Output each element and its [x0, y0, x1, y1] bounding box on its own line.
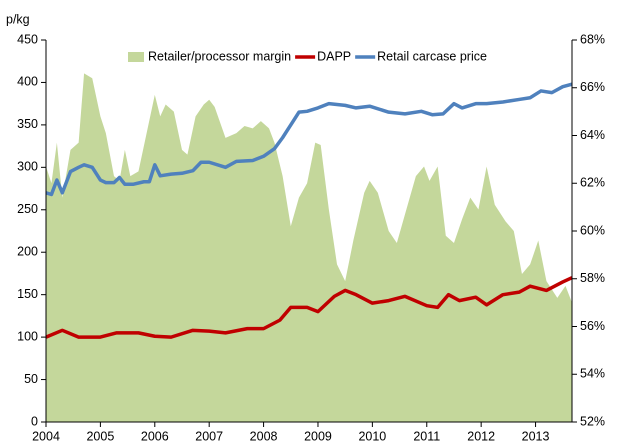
x-tick-label: 2007: [195, 429, 223, 443]
y2-tick-label: 64%: [580, 128, 605, 142]
y2-tick-label: 62%: [580, 176, 605, 190]
y-tick-label: 50: [24, 372, 38, 386]
x-tick-label: 2013: [522, 429, 550, 443]
y2-tick-label: 54%: [580, 367, 605, 381]
margin-area: [46, 73, 572, 423]
x-tick-label: 2009: [304, 429, 332, 443]
x-tick-label: 2004: [32, 429, 60, 443]
x-tick-label: 2012: [467, 429, 495, 443]
series-line: [45, 82, 573, 197]
x-tick-label: 2010: [358, 429, 386, 443]
y2-tick-label: 60%: [580, 223, 605, 237]
y-tick-label: 150: [17, 287, 38, 301]
y2-tick-label: 58%: [580, 271, 605, 285]
y-tick-label: 200: [17, 245, 38, 259]
legend-label: Retail carcase price: [377, 49, 487, 63]
y2-tick-label: 66%: [580, 80, 605, 94]
legend-label: DAPP: [317, 49, 351, 63]
y-tick-label: 100: [17, 329, 38, 343]
y-tick-label: 250: [17, 202, 38, 216]
y-axis-label: p/kg: [6, 12, 30, 26]
y-tick-label: 350: [17, 117, 38, 131]
series-line: [45, 276, 573, 339]
y2-tick-label: 56%: [580, 319, 605, 333]
y-tick-label: 450: [17, 32, 38, 46]
y-tick-label: 300: [17, 160, 38, 174]
x-tick-label: 2011: [413, 429, 440, 443]
x-tick-label: 2006: [141, 429, 169, 443]
y-tick-label: 0: [31, 414, 38, 428]
x-tick-label: 2005: [86, 429, 114, 443]
y2-tick-label: 68%: [580, 32, 605, 46]
legend-swatch: [128, 52, 144, 62]
legend-label: Retailer/processor margin: [148, 49, 291, 63]
y-tick-label: 400: [17, 75, 38, 89]
x-tick-label: 2008: [250, 429, 278, 443]
y2-tick-label: 52%: [580, 414, 605, 428]
